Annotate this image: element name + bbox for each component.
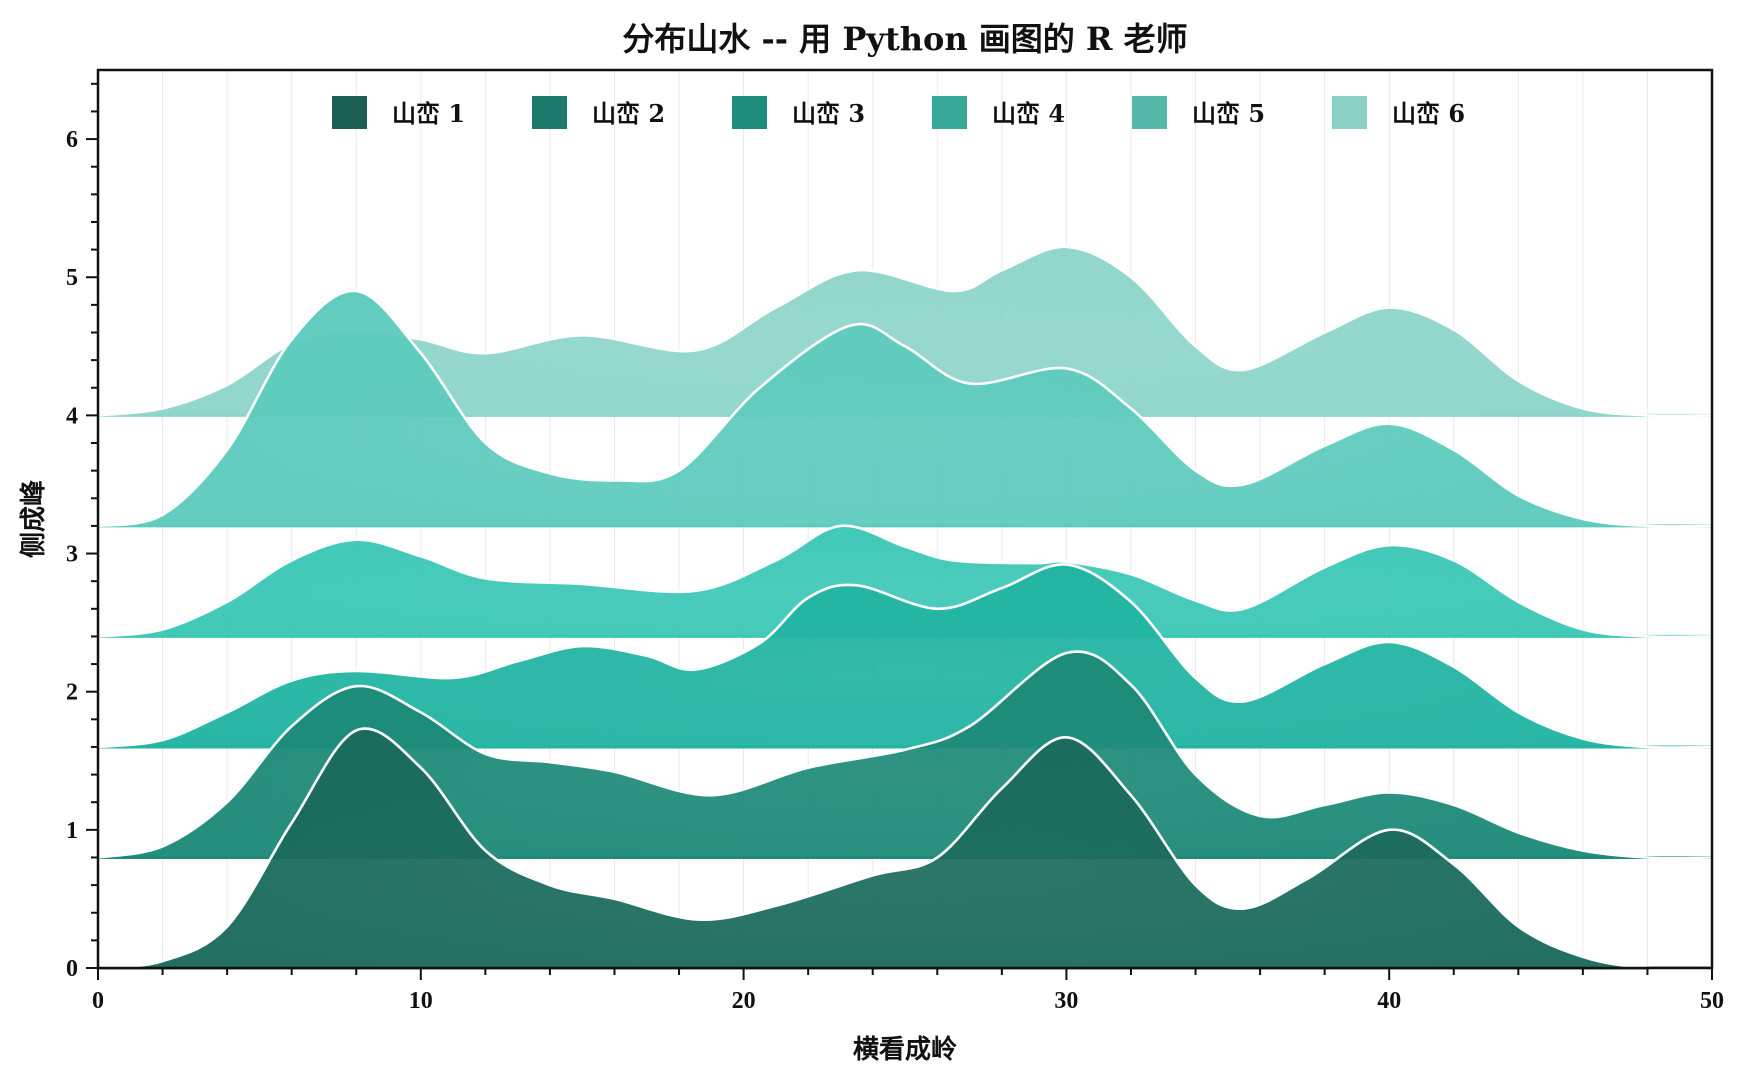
x-tick-label: 40 xyxy=(1377,988,1401,1014)
ridge-area xyxy=(98,728,1712,969)
axes xyxy=(96,68,1714,970)
legend-swatch xyxy=(1332,96,1367,129)
legend-item[interactable]: 山峦 3 xyxy=(732,96,865,129)
legend-swatch xyxy=(532,96,567,129)
x-axis-label: 横看成岭 xyxy=(853,1035,957,1065)
legend-item[interactable]: 山峦 6 xyxy=(1332,96,1465,129)
legend-label: 山峦 6 xyxy=(1392,99,1465,128)
ridge-area xyxy=(98,564,1712,748)
legend-label: 山峦 5 xyxy=(1192,99,1265,128)
ridge-山峦-5 xyxy=(97,289,1713,528)
x-axis-ticks: 0 10 20 30 40 50 xyxy=(92,968,1724,1014)
legend-item[interactable]: 山峦 5 xyxy=(1132,96,1265,129)
legend-swatch xyxy=(332,96,367,129)
x-tick-label: 30 xyxy=(1054,988,1078,1014)
legend-item[interactable]: 山峦 4 xyxy=(932,96,1065,129)
ridge-outline xyxy=(97,727,1713,971)
y-tick-label: 2 xyxy=(66,680,78,706)
legend-item[interactable]: 山峦 2 xyxy=(532,96,665,129)
x-tick-label: 20 xyxy=(732,988,756,1014)
y-tick-label: 4 xyxy=(66,403,78,429)
y-tick-label: 6 xyxy=(66,127,78,153)
legend-label: 山峦 1 xyxy=(392,99,465,128)
y-tick-label: 1 xyxy=(66,818,78,844)
y-tick-label: 3 xyxy=(66,542,78,568)
plot-frame xyxy=(96,68,1714,970)
ridge-outline xyxy=(97,289,1713,528)
ridges xyxy=(97,245,1713,971)
x-tick-label: 10 xyxy=(409,988,433,1014)
legend-swatch xyxy=(732,96,767,129)
y-tick-label: 0 xyxy=(66,956,78,982)
legend-label: 山峦 2 xyxy=(592,99,665,128)
legend-swatch xyxy=(1132,96,1167,129)
legend: 山峦 1 山峦 2 山峦 3 山峦 4 山峦 5 山峦 6 xyxy=(332,96,1465,129)
ridge-area xyxy=(98,246,1712,416)
ridge-outline xyxy=(97,524,1713,639)
ridge-outline xyxy=(97,563,1713,749)
ridge-outline xyxy=(97,650,1713,860)
ridge-area xyxy=(98,651,1712,858)
legend-label: 山峦 4 xyxy=(992,99,1065,128)
y-axis-ticks: 0 1 2 3 4 5 6 xyxy=(66,82,98,982)
y-axis-label: 侧成峰 xyxy=(19,480,49,558)
y-tick-label: 5 xyxy=(66,265,78,291)
legend-label: 山峦 3 xyxy=(792,99,865,128)
x-tick-label: 50 xyxy=(1700,988,1724,1014)
chart-title: 分布山水 -- 用 Python 画图的 R 老师 xyxy=(622,20,1187,58)
legend-item[interactable]: 山峦 1 xyxy=(332,96,465,129)
ridge-area xyxy=(98,290,1712,527)
ridge-area xyxy=(98,525,1712,637)
legend-swatch xyxy=(932,96,967,129)
x-tick-label: 0 xyxy=(92,988,104,1014)
